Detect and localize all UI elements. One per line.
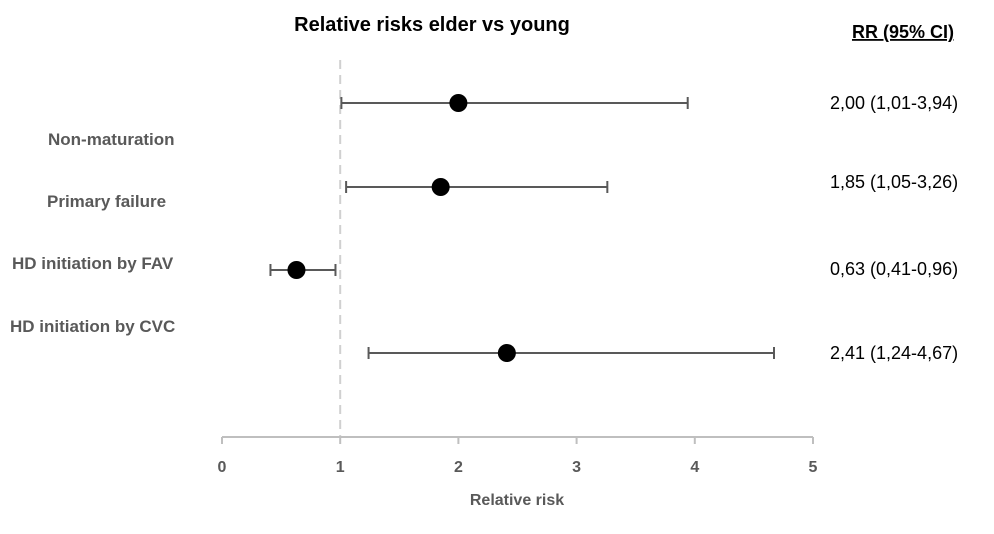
x-tick-label-0: 0 [218,459,227,476]
rr-point-primary-failure [431,178,450,196]
row-labels: Non-maturation Primary failure HD initia… [10,130,175,336]
x-axis-title: Relative risk [470,492,564,509]
ci-label-non-maturation: 2,00 (1,01-3,94) [830,93,958,113]
row-label-hd-initiation-fav: HD initiation by FAV [12,254,174,273]
x-tick-label-3: 3 [572,459,581,476]
rr-point-hd-initiation-by-cvc [497,344,516,362]
estimate-marks [269,94,775,362]
ci-label-hd-initiation-fav: 0,63 (0,41-0,96) [830,259,958,279]
x-tick-label-5: 5 [809,459,818,476]
ci-label-primary-failure: 1,85 (1,05-3,26) [830,172,958,192]
row-label-non-maturation: Non-maturation [48,130,175,149]
row-label-primary-failure: Primary failure [47,192,166,211]
x-tick-label-1: 1 [336,459,345,476]
x-axis: 0 1 2 3 4 5 [218,436,818,476]
ci-column-header: RR (95% CI) [852,22,954,42]
ci-labels: 2,00 (1,01-3,94) 1,85 (1,05-3,26) 0,63 (… [830,93,958,363]
chart-title: Relative risks elder vs young [294,14,570,36]
row-label-hd-initiation-cvc: HD initiation by CVC [10,317,175,336]
x-tick-label-4: 4 [690,459,699,476]
rr-point-non-maturation [449,94,468,112]
rr-point-hd-initiation-by-fav [287,261,306,279]
x-tick-label-2: 2 [454,459,463,476]
ci-label-hd-initiation-cvc: 2,41 (1,24-4,67) [830,343,958,363]
